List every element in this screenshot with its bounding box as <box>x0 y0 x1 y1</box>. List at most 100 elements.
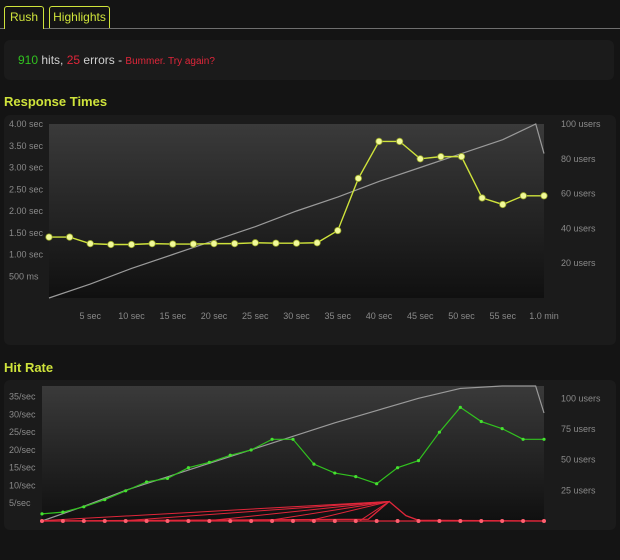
error-point <box>395 519 400 523</box>
response-point <box>45 233 53 241</box>
y2-tick-label: 40 users <box>561 223 596 233</box>
hit-rate-panel: 35/sec 30/sec 25/sec 20/sec 15/sec 10/sec 5/se… <box>4 380 616 530</box>
error-point <box>81 519 86 523</box>
response-times-title: Response Times <box>4 94 108 109</box>
x-tick-label: 20 sec <box>201 311 228 321</box>
response-point <box>148 240 156 248</box>
y-tick-label: 2.50 sec <box>9 184 44 194</box>
hits-point <box>375 482 379 486</box>
hits-point <box>312 462 316 466</box>
response-point <box>478 194 486 202</box>
x-tick-label: 25 sec <box>242 311 269 321</box>
hits-point <box>354 474 358 479</box>
y-tick-label: 2.00 sec <box>9 206 44 216</box>
response-point <box>169 240 177 248</box>
y2-tick-label: 80 users <box>561 154 596 164</box>
x-tick-label: 15 sec <box>159 311 186 321</box>
errors-label: errors - <box>80 53 126 67</box>
y-tick-label: 10/sec <box>9 480 36 490</box>
response-point <box>107 240 115 249</box>
response-point <box>313 239 321 247</box>
error-point <box>207 519 212 523</box>
error-point <box>311 519 316 523</box>
hits-label: hits, <box>38 53 67 67</box>
error-point <box>165 519 170 523</box>
hits-point <box>437 430 442 434</box>
response-point <box>210 240 218 248</box>
y2-tick-label: 100 users <box>561 393 601 403</box>
error-point <box>270 519 275 523</box>
hits-point <box>416 459 421 463</box>
response-point <box>251 239 259 247</box>
hits-point <box>82 505 86 509</box>
y-tick-label: 5/sec <box>9 498 31 508</box>
hits-point <box>124 489 128 493</box>
hits-point <box>395 466 400 470</box>
y2-tick-label: 50 users <box>561 455 596 465</box>
hits-point <box>228 453 232 457</box>
x-tick-label: 55 sec <box>489 311 516 321</box>
x-tick-label: 35 sec <box>324 311 351 321</box>
errors-count: 25 <box>66 53 81 67</box>
x-tick-label: 45 sec <box>407 311 434 321</box>
error-line <box>41 500 390 522</box>
response-point <box>334 226 342 235</box>
tab-rush[interactable]: Rush <box>4 6 44 29</box>
response-times-chart: 4.00 sec 3.50 sec 3.00 sec 2.50 sec 2.00 sec… <box>9 119 601 321</box>
hits-point <box>103 498 107 502</box>
response-times-panel: 4.00 sec 3.50 sec 3.00 sec 2.50 sec 2.00 sec… <box>4 115 616 345</box>
y-tick-label: 15/sec <box>9 463 36 473</box>
error-point <box>60 519 65 523</box>
error-point <box>500 519 505 523</box>
y2-tick-label: 75 users <box>561 424 596 434</box>
hits-point <box>542 437 546 441</box>
hits-point <box>186 466 191 470</box>
response-point <box>519 192 527 200</box>
x-tick-label: 10 sec <box>118 311 145 321</box>
response-point <box>416 155 424 163</box>
error-point <box>144 519 149 523</box>
error-point <box>40 519 44 523</box>
response-point <box>396 137 404 145</box>
error-line <box>359 501 390 522</box>
hits-point <box>500 427 504 431</box>
error-point <box>186 519 191 523</box>
x-tick-label: 1.0 min <box>529 311 559 321</box>
hits-point <box>165 476 170 480</box>
y-tick-label: 4.00 sec <box>9 119 44 129</box>
summary-bar: 910 hits, 25 errors - Bummer. Try again? <box>4 40 614 80</box>
hits-point <box>144 480 149 484</box>
x-tick-label: 40 sec <box>366 311 393 321</box>
hit-rate-title: Hit Rate <box>4 360 54 375</box>
hits-point <box>207 460 211 464</box>
plot-area <box>42 386 544 521</box>
error-point <box>249 519 254 523</box>
error-point <box>437 519 442 523</box>
error-point <box>353 519 358 523</box>
hits-point <box>61 510 65 514</box>
error-point <box>458 519 463 523</box>
y-tick-label: 1.00 sec <box>9 250 44 260</box>
response-point <box>375 137 383 145</box>
y2-tick-label: 100 users <box>561 119 601 129</box>
error-message: Bummer. Try again? <box>125 56 215 67</box>
response-point <box>231 240 239 248</box>
response-point <box>354 174 362 182</box>
tab-highlights[interactable]: Highlights <box>49 6 110 28</box>
response-point <box>540 192 548 200</box>
error-point <box>479 519 484 523</box>
y-tick-label: 35/sec <box>9 392 36 402</box>
hits-count: 910 <box>18 53 39 67</box>
error-point <box>291 519 295 523</box>
error-line <box>209 500 390 522</box>
hits-point <box>270 437 274 441</box>
response-point <box>272 239 280 247</box>
response-point <box>499 200 507 209</box>
y-tick-label: 25/sec <box>9 427 36 437</box>
hits-point <box>333 471 337 475</box>
response-point <box>66 233 74 241</box>
response-point <box>127 240 136 249</box>
error-point <box>102 519 107 523</box>
y-tick-label: 30/sec <box>9 409 36 419</box>
response-point <box>189 240 197 248</box>
